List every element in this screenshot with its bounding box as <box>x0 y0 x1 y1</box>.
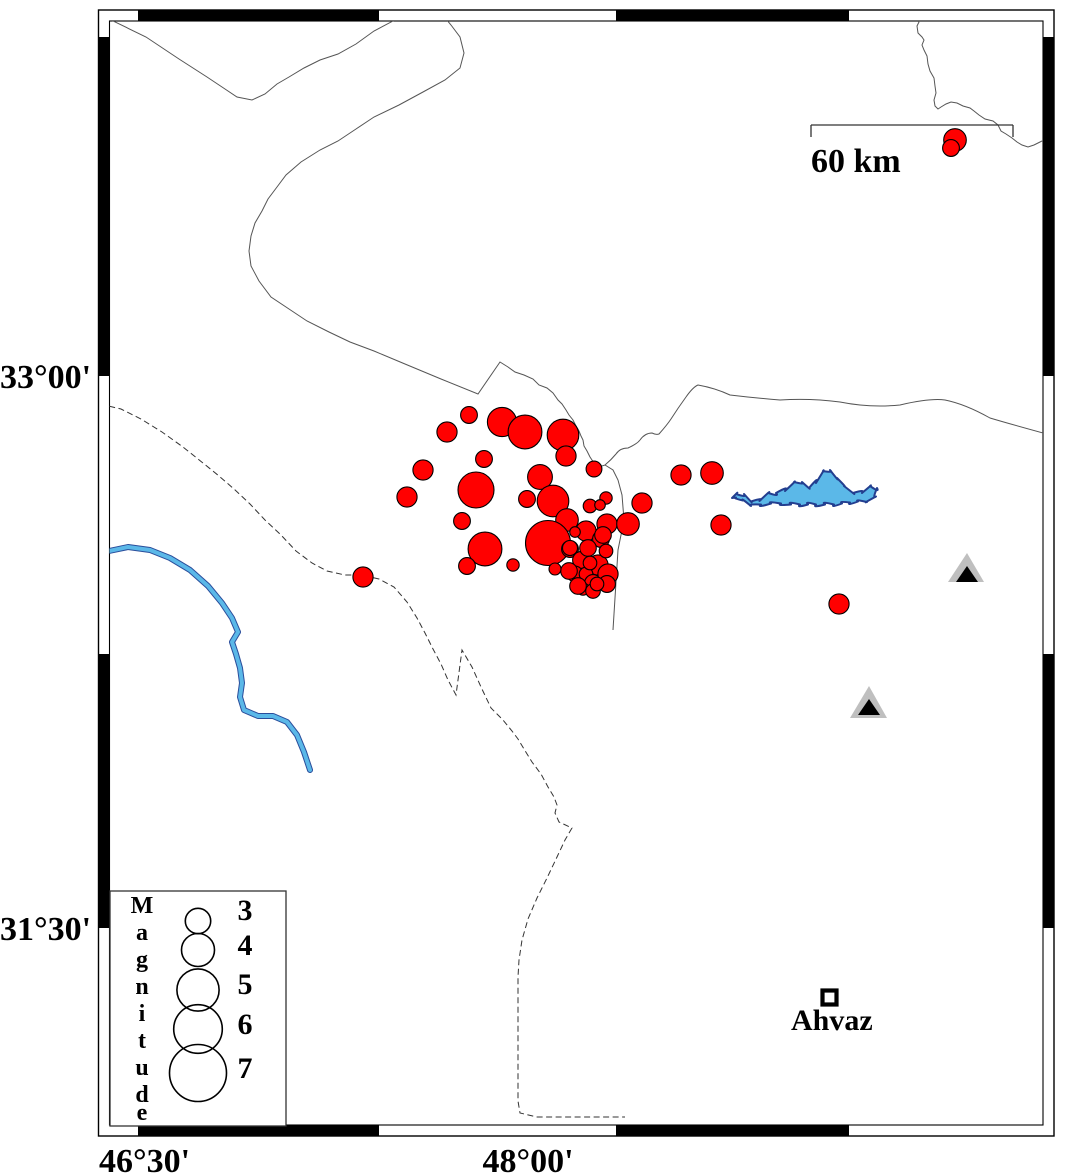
svg-text:5: 5 <box>238 968 253 1001</box>
svg-text:6: 6 <box>238 1008 253 1041</box>
svg-text:60 km: 60 km <box>811 143 901 180</box>
svg-text:i: i <box>139 1001 146 1027</box>
svg-text:3: 3 <box>238 894 253 927</box>
svg-text:g: g <box>136 947 148 973</box>
svg-text:7: 7 <box>238 1052 253 1085</box>
svg-text:e: e <box>137 1100 148 1126</box>
svg-text:t: t <box>138 1028 146 1054</box>
svg-text:33°00': 33°00' <box>0 359 91 396</box>
svg-text:4: 4 <box>238 929 253 962</box>
svg-text:46°30': 46°30' <box>99 1143 190 1175</box>
svg-text:31°30': 31°30' <box>0 911 91 948</box>
svg-text:Ahvaz: Ahvaz <box>791 1004 873 1037</box>
svg-text:a: a <box>136 920 148 946</box>
svg-text:n: n <box>135 974 148 1000</box>
svg-text:M: M <box>131 893 154 919</box>
svg-text:u: u <box>135 1055 148 1081</box>
svg-text:48°00': 48°00' <box>482 1143 573 1175</box>
